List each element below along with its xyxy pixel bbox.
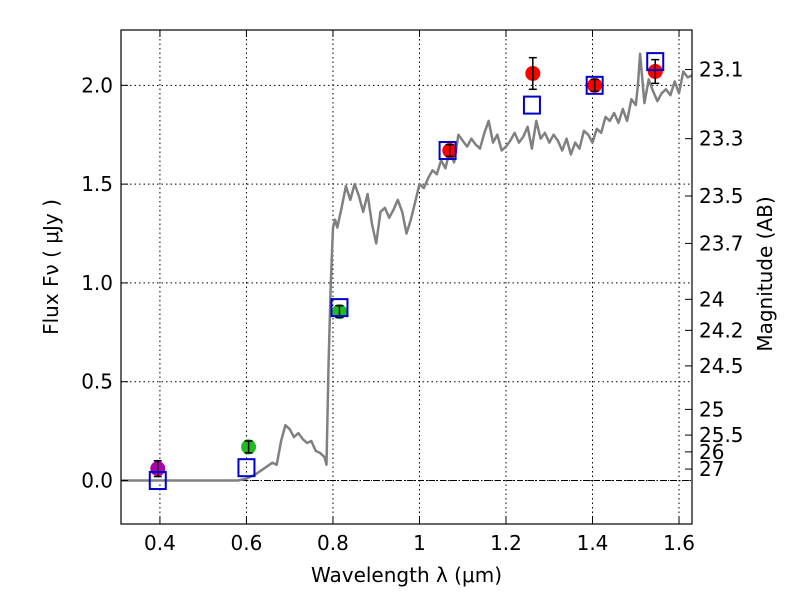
y2-tick-label: 25.5 [699,423,744,447]
x-axis-label: Wavelength λ (μm) [311,563,502,587]
model-point [585,75,604,95]
model-point [237,458,256,478]
y2-axis-label: Magnitude (AB) [753,196,777,351]
y2-tick-label: 27 [699,457,724,481]
x-tick-label: 0.8 [317,531,349,555]
y-axis-label: Flux Fν ( μJy ) [39,199,63,335]
y-tick-label: 2.0 [81,73,113,97]
x-tick-label: 1.4 [577,531,609,555]
x-tick-label: 1.2 [490,531,522,555]
grid [121,30,692,524]
y2-tick-label: 23.5 [699,184,744,208]
x-tick-label: 0.6 [231,531,263,555]
y-tick-label: 0.5 [81,370,113,394]
x-tick-label: 0.4 [144,531,176,555]
y2-tick-label: 23.1 [699,58,744,82]
plot-frame [120,29,693,525]
model-spectrum-line [121,52,693,482]
y2-tick-label: 24.2 [699,318,744,342]
model-spectrum [121,52,693,482]
model-point [148,471,167,491]
y-tick-label: 1.5 [81,172,113,196]
y2-tick-label: 23.3 [699,127,744,151]
x-tick-label: 1 [413,531,426,555]
y2-tick-label: 25 [699,397,724,421]
y2-tick-label: 26 [699,440,724,464]
x-tick-label: 1.6 [663,531,695,555]
axis-ticks: 0.4 0.6 0.8 1 1.2 1.4 1.6 0.0 0.5 1.0 1.5 2.0 23.1 23… [81,30,744,555]
model-point [330,298,349,318]
model-point [522,95,541,115]
model-point [646,52,665,72]
y2-tick-label: 23.7 [699,231,744,255]
model-point [438,141,457,161]
y-tick-label: 1.0 [81,271,113,295]
y2-tick-label: 24 [699,287,724,311]
y-tick-label: 0.0 [81,469,113,493]
data-points [148,52,665,491]
y2-tick-label: 24.5 [699,354,744,378]
